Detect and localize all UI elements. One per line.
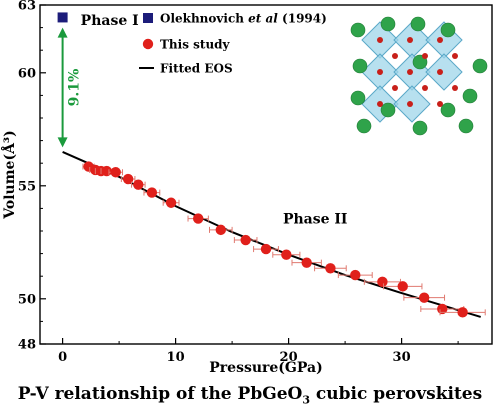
study-point (133, 179, 144, 190)
o-atom (377, 101, 383, 107)
legend-label-this-study: This study (160, 38, 231, 52)
study-point (215, 224, 226, 236)
o-atom (377, 69, 383, 75)
y-axis-title: Volume(Å³) (0, 130, 18, 219)
o-atom (422, 85, 428, 91)
study-point (146, 187, 158, 198)
y-tick-label: 55 (18, 179, 36, 194)
study-point (281, 249, 292, 260)
study-point (377, 276, 388, 288)
o-atom (437, 37, 443, 43)
study-point (165, 197, 177, 208)
plot-border (39, 4, 493, 345)
plot-area (39, 4, 493, 345)
study-point (397, 281, 408, 292)
pb-atom (440, 102, 456, 118)
study-point (325, 263, 336, 274)
caption-text-tail: cubic perovskites (310, 384, 483, 404)
olekhnovich-point (57, 12, 68, 23)
pb-atom (356, 118, 372, 134)
volume-drop-label: 9.1% (67, 69, 83, 107)
pb-atom (350, 22, 366, 38)
legend-square-marker (143, 13, 153, 23)
pb-atom (352, 58, 368, 74)
o-atom (452, 85, 458, 91)
annotations-layer: Phase I Phase II 9.1% (57, 13, 348, 228)
arrow-head-down (57, 137, 68, 148)
axis-ticks: 0 10 20 30 48 50 55 60 63 Pressure(GPa) Volume(Å³) (0, 0, 459, 376)
legend: Olekhnovich et al (1994) This study Fitted… (139, 12, 327, 76)
pv-chart: 0 10 20 30 48 50 55 60 63 Pressure(GPa) Volume(Å³)… (0, 0, 493, 376)
x-tick-label: 0 (58, 350, 67, 365)
y-tick-label: 50 (18, 292, 36, 307)
study-point (457, 307, 468, 318)
study-point (301, 257, 312, 268)
pb-atom (472, 58, 488, 74)
o-atom (407, 69, 413, 75)
pb-atom (440, 22, 456, 38)
legend-circle-marker (142, 38, 154, 50)
y-tick-label: 60 (18, 66, 36, 81)
pb-atom (462, 88, 478, 104)
legend-label-olekhnovich: Olekhnovich et al (1994) (160, 12, 327, 26)
x-tick-label: 30 (393, 350, 411, 365)
caption-subscript: 3 (302, 393, 311, 407)
pb-atom (412, 120, 428, 136)
legend-label-fitted-eos: Fitted EOS (160, 62, 233, 76)
study-point (350, 269, 361, 281)
caption-text-main: P-V relationship of the PbGeO (17, 384, 303, 404)
x-axis-title: Pressure(GPa) (209, 360, 322, 376)
study-point (240, 234, 251, 246)
o-atom (437, 69, 443, 75)
figure-caption: P-V relationship of the PbGeO3 cubic per… (0, 384, 500, 406)
o-atom (437, 101, 443, 107)
o-atom (422, 53, 428, 59)
phase-ii-label: Phase II (283, 212, 348, 228)
study-point (419, 292, 430, 303)
pb-atom (458, 118, 474, 134)
arrow-head-up (57, 27, 68, 38)
study-point (101, 165, 112, 177)
study-point (260, 243, 272, 255)
crystal-structure-inset (350, 16, 488, 136)
study-point (193, 213, 204, 224)
pb-atom (380, 102, 396, 118)
o-atom (452, 53, 458, 59)
pb-atom (380, 16, 396, 32)
phase-i-label: Phase I (81, 13, 139, 29)
pb-atom (410, 16, 426, 32)
o-atom (377, 37, 383, 43)
data-points-layer (57, 12, 486, 318)
y-tick-label: 63 (18, 0, 36, 14)
y-tick-label: 48 (18, 338, 36, 353)
study-point (122, 173, 134, 185)
o-atom (392, 85, 398, 91)
octahedron (425, 53, 463, 91)
study-point (110, 167, 121, 178)
x-tick-label: 20 (280, 350, 298, 365)
o-atom (407, 101, 413, 107)
o-atom (407, 37, 413, 43)
pb-atom (350, 90, 366, 106)
x-tick-label: 10 (167, 350, 185, 365)
o-atom (392, 53, 398, 59)
